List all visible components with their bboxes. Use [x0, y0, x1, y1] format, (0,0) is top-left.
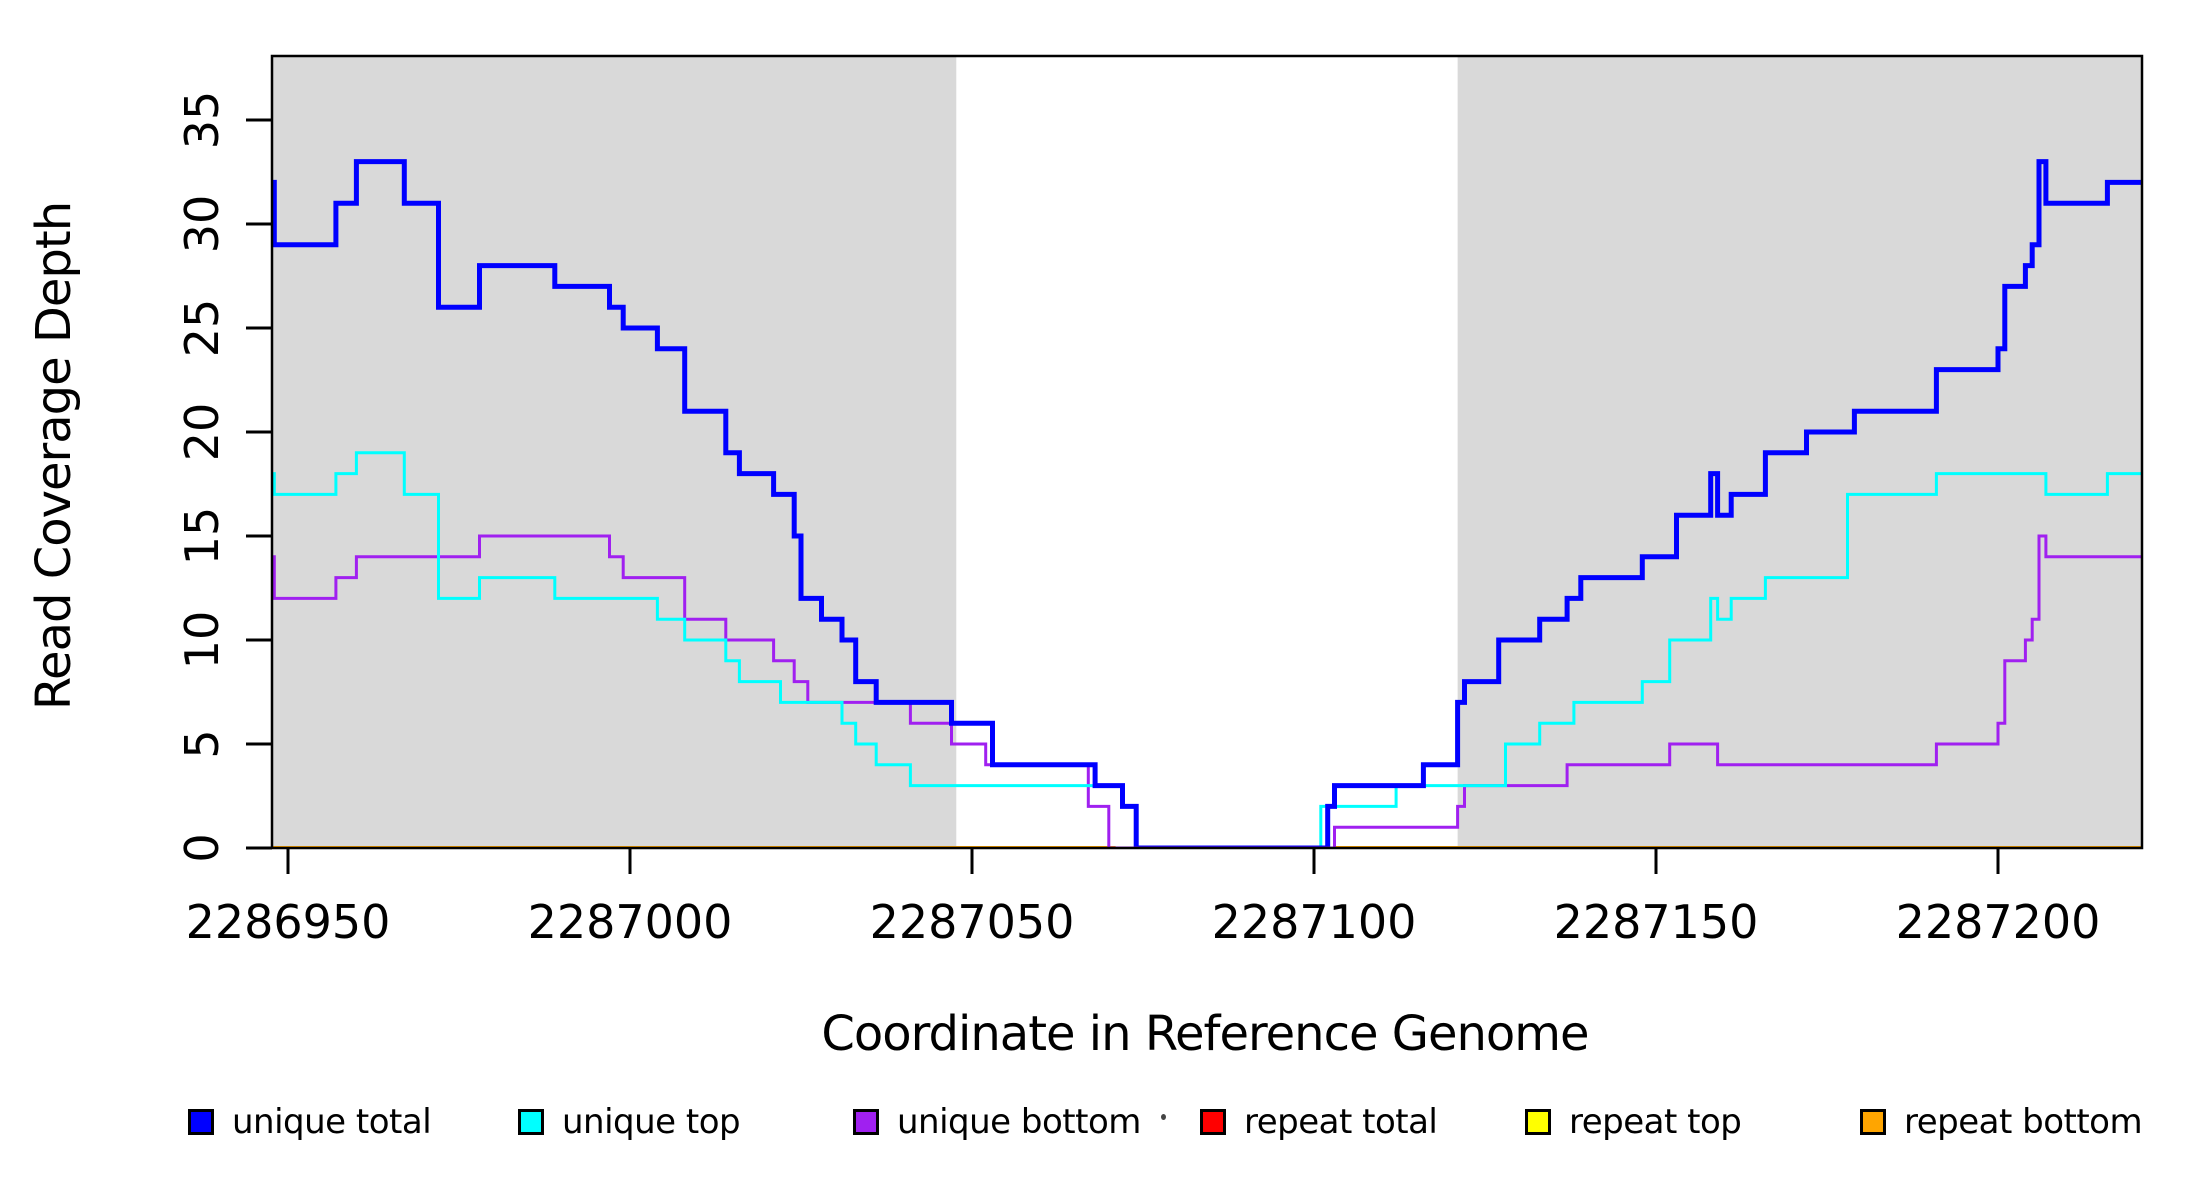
series-group [272, 159, 2142, 848]
y-tick-label: 5 [175, 729, 229, 758]
plot-border [270, 54, 2144, 850]
y-tick-label: 15 [175, 507, 229, 566]
series-unique-total [272, 159, 2142, 848]
x-tick-label: 2287000 [528, 895, 733, 949]
x-tick-label: 2287150 [1554, 895, 1759, 949]
x-tick-label: 2287050 [870, 895, 1075, 949]
y-tick-label: 35 [175, 91, 229, 150]
y-tick-label: 25 [175, 299, 229, 358]
y-tick-label: 20 [175, 403, 229, 462]
x-tick-label: 2286950 [186, 895, 391, 949]
y-tick-label: 30 [175, 195, 229, 254]
y-axis-title: Read Coverage Depth [26, 201, 82, 711]
y-tick-label: 0 [175, 833, 229, 862]
x-tick-label: 2287100 [1212, 895, 1417, 949]
stray-dot-mark [1161, 1114, 1166, 1120]
y-tick-label: 10 [175, 611, 229, 670]
x-axis-title: Coordinate in Reference Genome [821, 1006, 1589, 1062]
x-tick-label: 2287200 [1896, 895, 2101, 949]
